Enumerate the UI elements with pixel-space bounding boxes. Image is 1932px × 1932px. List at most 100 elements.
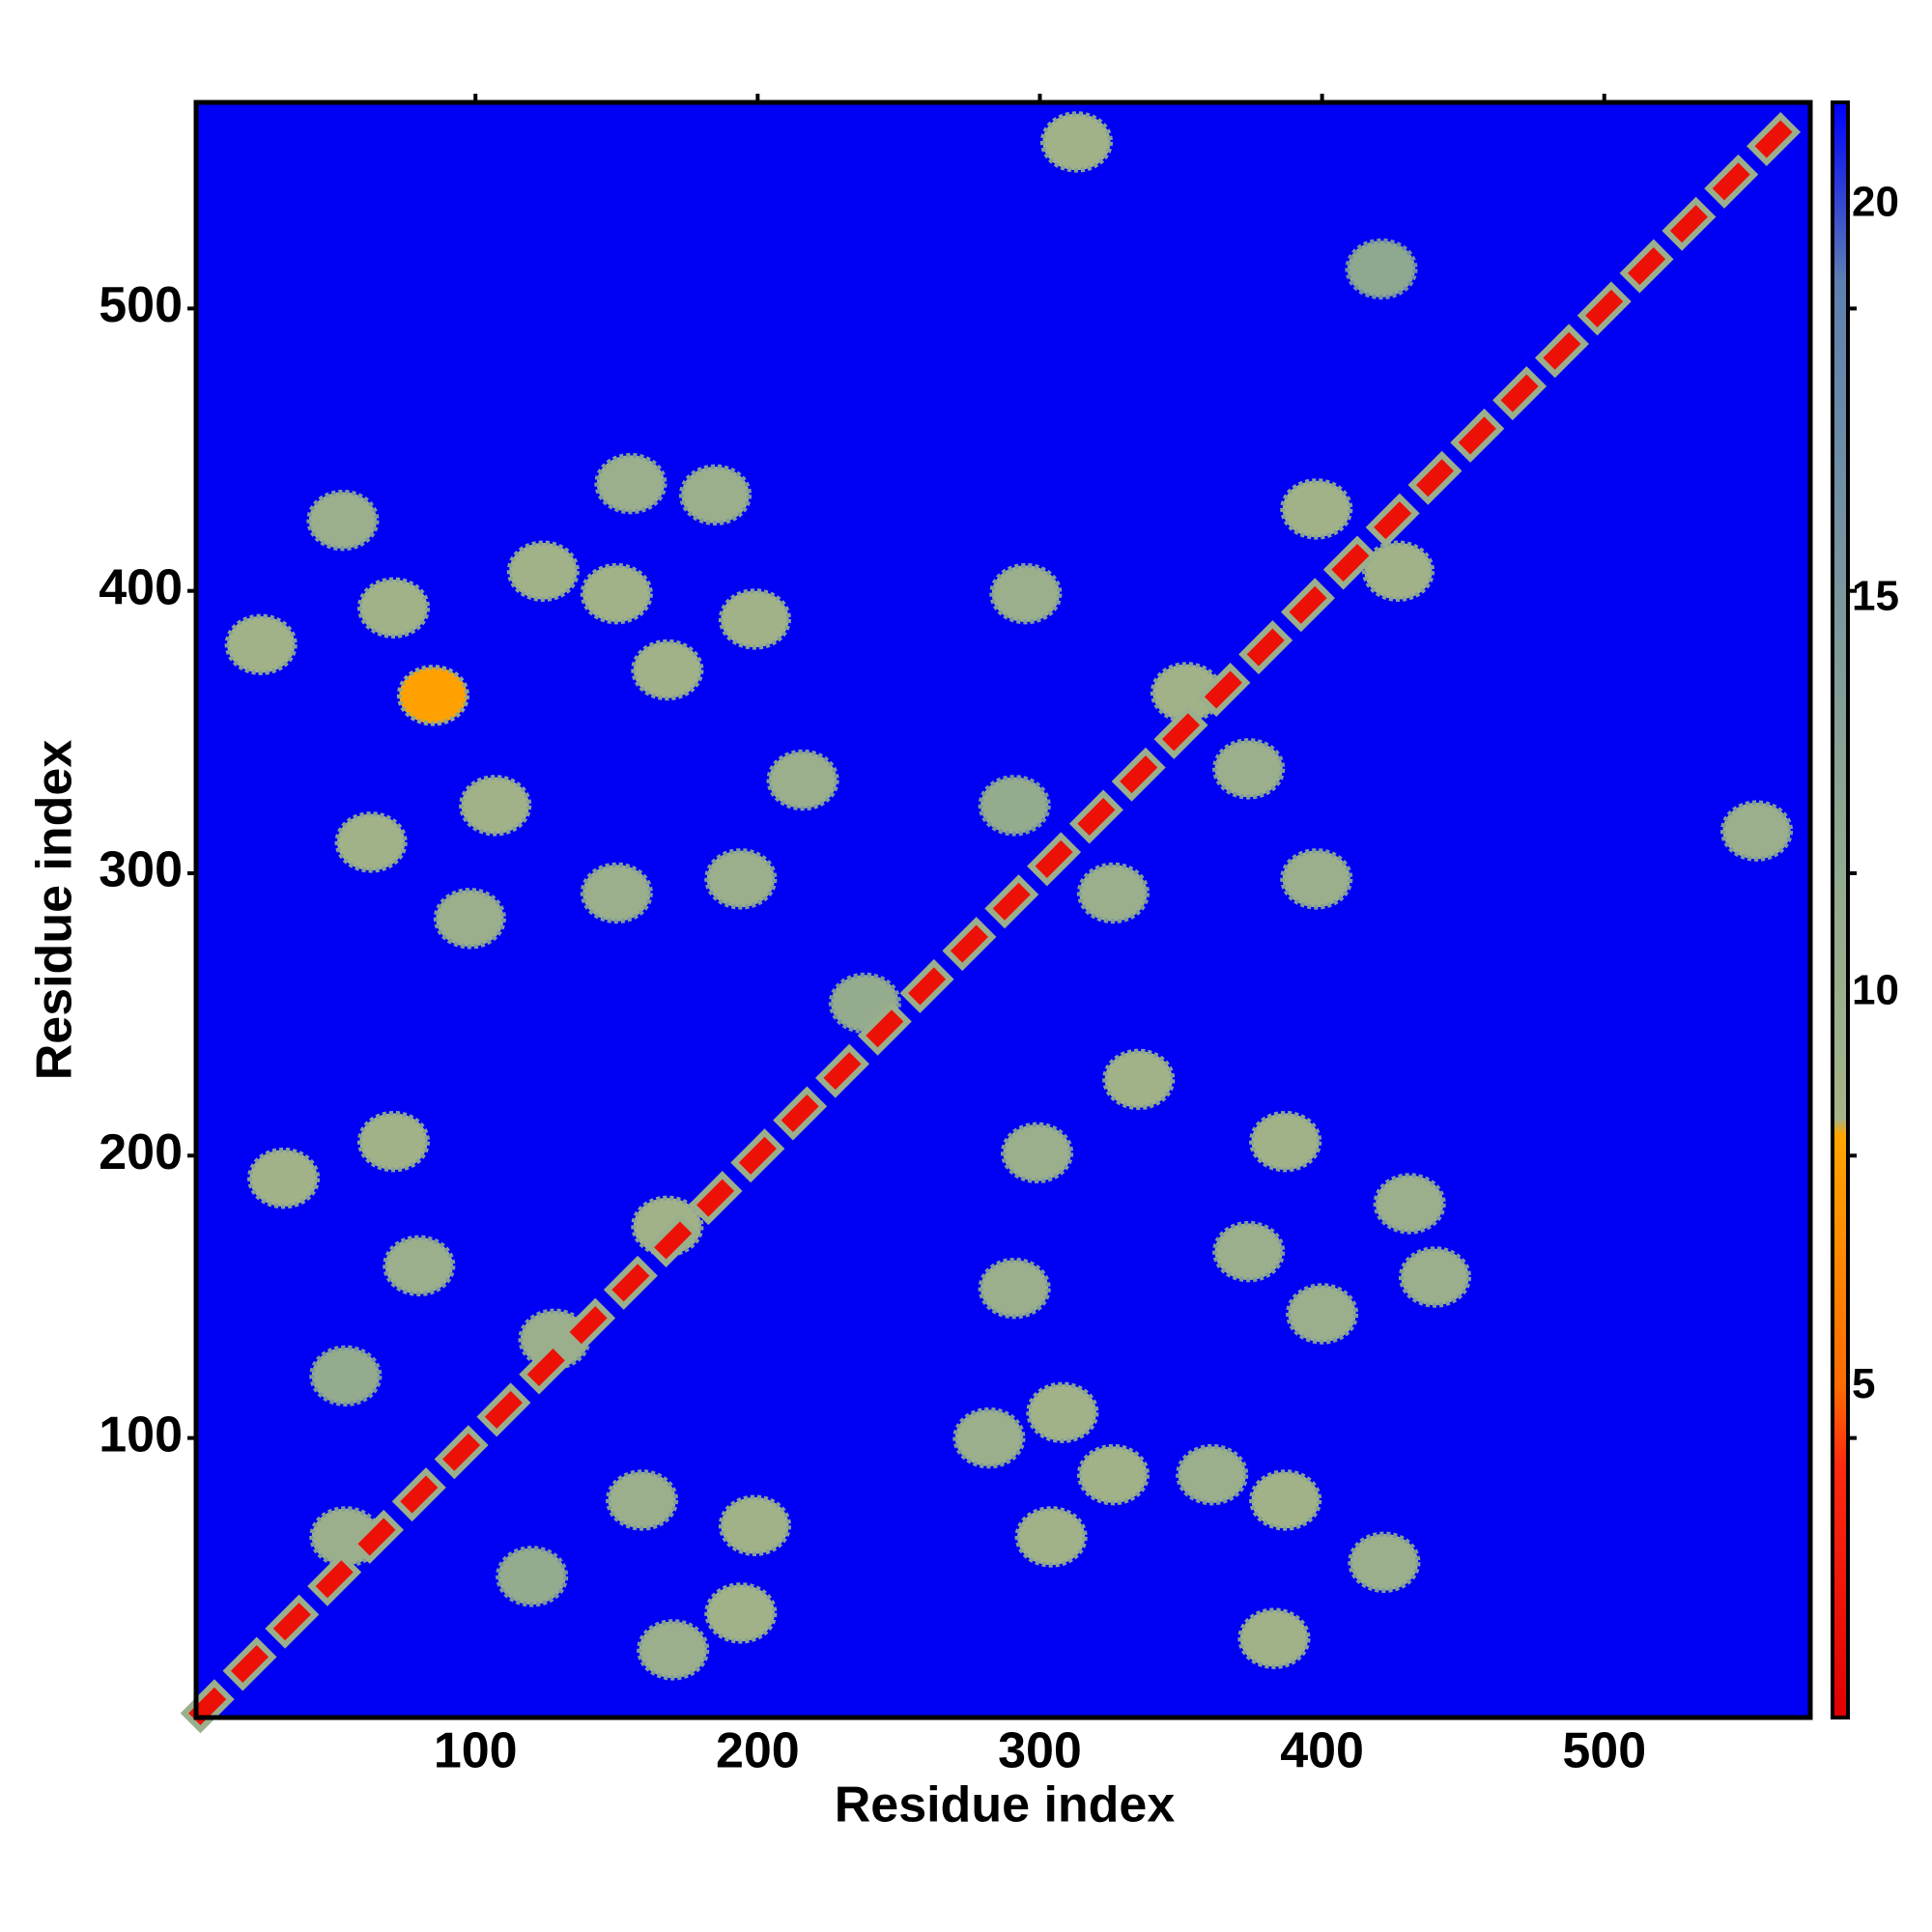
x-axis-label: Residue index: [835, 1777, 1176, 1833]
diagonal-cell: [222, 1636, 277, 1691]
contact-cell: [766, 749, 839, 811]
contact-cell: [704, 1582, 778, 1644]
diagonal-cell: [1492, 366, 1548, 421]
contact-cell: [989, 562, 1063, 625]
diagonal-cell: [1322, 535, 1378, 590]
contact-cell: [1102, 1048, 1176, 1111]
diagonal-cell: [476, 1382, 531, 1437]
diagonal-cell: [1153, 704, 1208, 759]
contact-cell: [334, 811, 408, 873]
y-tick-label: 500: [99, 277, 183, 333]
diagonal-cell: [1111, 747, 1166, 802]
contact-cell: [718, 588, 791, 650]
diagonal-cell: [730, 1128, 785, 1183]
diagonal-cell: [434, 1425, 489, 1480]
contact-cell: [606, 1469, 679, 1531]
diagonal-cell: [984, 874, 1039, 929]
y-tick-label: 300: [99, 842, 183, 898]
contact-cell: [978, 775, 1051, 837]
diagonal-cell: [391, 1467, 446, 1522]
diagonal-cell: [1450, 408, 1505, 463]
contact-cell: [1001, 1122, 1074, 1184]
diagonal-cell: [1662, 196, 1717, 251]
contact-cell: [1249, 1469, 1322, 1531]
contact-cell: [952, 1406, 1026, 1469]
diagonal-cell: [180, 1679, 235, 1734]
contact-cell: [1280, 848, 1353, 910]
diagonal-cell: [561, 1297, 616, 1352]
contact-cell: [309, 1345, 383, 1407]
y-axis-label: Residue index: [27, 740, 83, 1081]
x-tick-label: 400: [1280, 1723, 1364, 1779]
contact-cell: [356, 577, 431, 639]
diagonal-cell: [814, 1043, 869, 1098]
contact-cell: [356, 1110, 431, 1173]
diagonal-cell: [1365, 493, 1420, 548]
diagonal-cell: [349, 1509, 404, 1564]
diagonal-cell: [1196, 662, 1251, 718]
diagonal-cell: [1027, 832, 1082, 887]
plot-frame: [193, 99, 1813, 1720]
contact-cell: [506, 540, 580, 602]
contact-cell: [1014, 1506, 1088, 1568]
contact-cell: [594, 452, 668, 515]
contact-cell: [1039, 111, 1114, 173]
contact-cell: [1286, 1283, 1359, 1345]
diagonal-cell: [519, 1340, 574, 1395]
contact-cell: [1348, 1531, 1421, 1593]
diagonal-cell: [899, 958, 954, 1013]
y-tick-label: 200: [99, 1124, 183, 1180]
contact-cell: [1076, 1443, 1150, 1506]
y-tick-label: 400: [99, 559, 183, 615]
contact-cell: [1237, 1607, 1311, 1669]
diagonal-cell: [1619, 239, 1674, 294]
contact-cell: [496, 1546, 569, 1607]
diagonal-cell: [1577, 281, 1632, 336]
contact-cell: [1176, 1443, 1249, 1506]
diagonal-cell: [1704, 154, 1759, 209]
x-tick-label: 300: [998, 1723, 1082, 1779]
contact-cell: [1280, 478, 1353, 540]
contact-cell: [718, 1494, 791, 1556]
contact-cell: [247, 1147, 321, 1209]
contact-cell: [1249, 1110, 1322, 1173]
diagonal-cell: [942, 917, 997, 972]
contact-cell: [580, 562, 653, 625]
diagonal-cell: [645, 1212, 700, 1268]
contact-cell: [1212, 1220, 1286, 1283]
contact-cell: [433, 888, 506, 950]
contact-cell: [637, 1619, 710, 1681]
y-tick-label: 100: [99, 1406, 183, 1463]
diagonal-cell: [265, 1594, 320, 1649]
contact-cell: [1026, 1381, 1099, 1444]
diagonal-cell: [1407, 450, 1463, 505]
contact-cell: [459, 775, 532, 837]
contact-cell: [704, 848, 778, 910]
contact-cell: [306, 489, 380, 552]
contact-cell: [1719, 800, 1794, 862]
contact-cell: [580, 862, 653, 924]
contact-cell: [383, 1235, 456, 1297]
diagonal-cell: [688, 1171, 743, 1226]
colorbar-tick-label: 20: [1852, 179, 1899, 226]
contact-cell: [224, 613, 298, 675]
contact-cell: [1212, 738, 1286, 800]
contact-cell: [1345, 238, 1418, 300]
contact-cell: [1373, 1173, 1446, 1235]
contact-cell: [978, 1257, 1051, 1320]
cells: [180, 111, 1802, 1734]
contact-cell: [678, 464, 753, 526]
diagonal-cell: [857, 1001, 912, 1056]
contact-cell: [1076, 862, 1150, 924]
diagonal-cell: [307, 1551, 362, 1606]
contact-cell: [396, 665, 469, 726]
diagonal-cell: [603, 1255, 658, 1310]
contact-cell: [1398, 1246, 1472, 1308]
contact-cell: [1361, 540, 1435, 602]
colorbar-tick-label: 10: [1852, 966, 1899, 1013]
colorbar-tick-label: 5: [1852, 1360, 1875, 1407]
diagonal-cell: [1747, 111, 1802, 167]
diagonal-cell: [1534, 324, 1589, 379]
